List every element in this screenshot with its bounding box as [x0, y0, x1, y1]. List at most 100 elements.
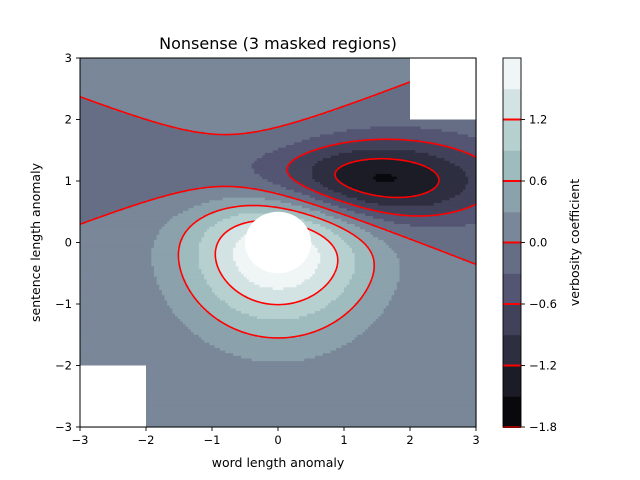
- contour-band-cell: [80, 379, 477, 383]
- contour-band-cell: [80, 189, 187, 194]
- contour-band-cell: [431, 168, 464, 172]
- contour-band-cell: [293, 179, 316, 183]
- contour-band-cell: [80, 411, 477, 415]
- contour-band-cell: [325, 305, 356, 309]
- contour-band-cell: [285, 195, 311, 199]
- contour-band-cell: [235, 289, 321, 294]
- contour-band-cell: [259, 284, 298, 288]
- contour-band-cell: [388, 245, 430, 249]
- contour-band-cell: [388, 229, 477, 233]
- contour-band-cell: [415, 150, 464, 154]
- contour-band-cell: [357, 139, 419, 143]
- contour-band-cell: [80, 63, 456, 67]
- contour-band-cell: [291, 202, 313, 207]
- contour-band-cell: [346, 195, 382, 199]
- contour-band-cell: [320, 224, 337, 228]
- contour-band-cell: [201, 239, 218, 244]
- contour-band-cell: [346, 221, 366, 225]
- contour-band-cell: [391, 297, 477, 302]
- contour-band-cell: [354, 258, 374, 262]
- contour-line: [286, 138, 477, 217]
- x-tick-label: −2: [138, 433, 155, 447]
- contour-band-cell: [262, 155, 300, 159]
- contour-band-cell: [278, 192, 303, 196]
- contour-band-cell: [222, 274, 245, 278]
- contour-band-cell: [341, 345, 477, 349]
- contour-band-cell: [338, 263, 356, 267]
- contour-band-cell: [80, 421, 477, 425]
- contour-band-cell: [167, 300, 200, 304]
- contour-band-cell: [338, 295, 364, 299]
- contour-band-cell: [399, 258, 464, 262]
- contour-band-cell: [309, 213, 327, 217]
- contour-band-cell: [159, 284, 189, 288]
- contour-band-cell: [222, 234, 245, 238]
- contour-band-cell: [80, 324, 187, 328]
- contour-band-cell: [336, 210, 356, 215]
- contour-band-cell: [201, 216, 232, 220]
- contour-band-cell: [317, 266, 337, 270]
- contour-band-cell: [410, 237, 477, 241]
- contour-band-cell: [80, 226, 163, 230]
- contour-band-cell: [98, 216, 173, 220]
- contour-band-cell: [185, 324, 229, 328]
- contour-fills: [80, 58, 477, 428]
- contour-band-cell: [320, 210, 337, 215]
- contour-band-cell: [354, 255, 374, 259]
- contour-band-cell: [80, 311, 173, 315]
- contour-band-cell: [338, 260, 356, 265]
- contour-band-cell: [80, 155, 263, 159]
- contour-band-cell: [325, 213, 345, 217]
- contour-band-cell: [248, 313, 308, 317]
- contour-band-cell: [341, 105, 477, 109]
- contour-band-cell: [333, 274, 353, 278]
- contour-band-cell: [330, 242, 348, 246]
- contour-band-cell: [351, 308, 385, 312]
- contour-band-cell: [80, 208, 123, 212]
- contour-band-cell: [80, 137, 311, 141]
- contour-band-cell: [462, 150, 477, 154]
- contour-band-cell: [293, 189, 316, 194]
- contour-band-cell: [182, 321, 224, 325]
- contour-band-cell: [93, 100, 358, 104]
- colorbar-band: [503, 58, 521, 90]
- contour-band-cell: [383, 218, 477, 223]
- contour-band-cell: [341, 226, 361, 230]
- contour-band-cell: [80, 94, 374, 99]
- contour-line: [177, 204, 376, 339]
- contour-band-cell: [198, 258, 216, 262]
- contour-band-cell: [317, 250, 337, 254]
- contour-band-cell: [80, 73, 430, 78]
- contour-band-cell: [254, 282, 303, 286]
- colorbar-band: [503, 119, 521, 151]
- contour-band-cell: [214, 210, 300, 215]
- contour-band-cell: [80, 129, 189, 133]
- contour-band-cell: [336, 168, 432, 172]
- contour-band-cell: [278, 147, 319, 151]
- contour-band-cell: [301, 282, 329, 286]
- contour-band-cell: [80, 400, 477, 404]
- contour-band-cell: [80, 350, 226, 354]
- contour-band-cell: [80, 158, 258, 162]
- contour-band-cell: [394, 179, 440, 183]
- contour-band-cell: [391, 173, 437, 178]
- contour-band-cell: [317, 247, 337, 252]
- contour-band-cell: [399, 260, 472, 265]
- contour-band-cell: [222, 321, 335, 325]
- contour-band-cell: [322, 326, 369, 331]
- contour-band-cell: [219, 318, 337, 323]
- contour-band-cell: [230, 305, 327, 309]
- contour-band-cell: [312, 229, 332, 233]
- contour-band-cell: [80, 79, 416, 83]
- contour-band-cell: [80, 305, 171, 309]
- contour-band-cell: [80, 268, 155, 273]
- contour-band-cell: [336, 347, 477, 352]
- contour-band-cell: [185, 279, 208, 283]
- contour-band-cell: [320, 255, 340, 259]
- contour-band-cell: [204, 276, 224, 280]
- contour-band-cell: [367, 326, 477, 331]
- contour-band-cell: [80, 237, 158, 241]
- contour-band-cell: [439, 176, 469, 180]
- contour-band-cell: [336, 173, 377, 178]
- contour-band-cell: [190, 292, 216, 296]
